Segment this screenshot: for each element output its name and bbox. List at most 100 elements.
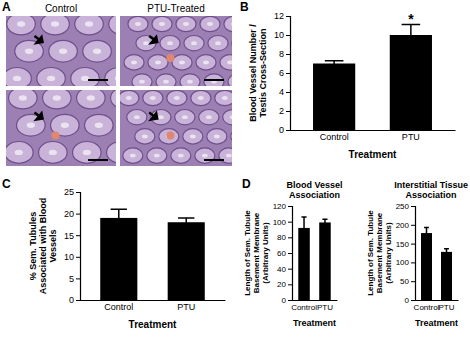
tick-label: 100: [273, 218, 287, 227]
tubule: [172, 55, 192, 70]
tick-label: 15: [64, 231, 74, 241]
tick-mark: [76, 192, 80, 193]
lumen: [53, 95, 61, 100]
tick: PTU: [317, 300, 333, 312]
tubule: [123, 148, 143, 163]
tick-label: 8: [279, 49, 284, 59]
tick: 80: [277, 233, 292, 242]
tubule: [124, 55, 144, 70]
lumen: [59, 48, 67, 53]
tick-mark: [286, 111, 290, 112]
lumen: [174, 96, 180, 100]
figure: AControlPTU-TreatedB024681012ControlPTUT…: [0, 0, 470, 347]
y-axis-title-group: Length of Sem. TubuleBasement Membrane(A…: [366, 210, 393, 296]
error-stem: [410, 25, 412, 46]
scale-bar: [88, 159, 108, 161]
tick: 10: [274, 30, 290, 40]
tubule: [75, 16, 104, 35]
lumen: [87, 95, 95, 100]
lumen: [231, 22, 232, 26]
axis-line: [291, 130, 456, 131]
tick-mark: [286, 92, 290, 93]
image-label: PTU-Treated: [147, 3, 204, 14]
tubule: [77, 90, 106, 109]
axis-line: [76, 193, 81, 301]
error-cap: [424, 227, 429, 229]
micrograph: [119, 90, 259, 182]
lumen: [93, 48, 101, 53]
tick-label: Control: [414, 303, 440, 312]
scale-bar: [204, 79, 224, 81]
tick-label: 250: [396, 202, 410, 211]
lumen: [81, 76, 89, 81]
lumen: [13, 76, 21, 81]
panel-letter: C: [2, 177, 11, 191]
tubule: [159, 129, 179, 144]
tick-mark: [411, 300, 415, 301]
x-axis-title: Treatment: [349, 149, 397, 160]
tick: 120: [273, 202, 292, 211]
bar: [168, 222, 205, 300]
error-bar: [325, 61, 344, 67]
lumen: [159, 22, 165, 26]
tick: 100: [273, 218, 292, 227]
tubule: [176, 16, 196, 31]
title-group: Blood VesselAssociation: [286, 180, 342, 200]
error-cap: [111, 209, 127, 211]
lumen: [158, 115, 164, 119]
panel-letter: A: [2, 0, 11, 14]
tick-label: 20: [277, 280, 286, 289]
lumen: [135, 22, 141, 26]
lumen: [150, 96, 156, 100]
chart-title: Interstitial TissueAssociation: [394, 180, 468, 200]
y-axis: 0510152025: [64, 187, 81, 305]
tick-label: 120: [273, 202, 287, 211]
lumen: [214, 134, 220, 138]
tick: 150: [396, 240, 415, 249]
tick-label: PTU: [439, 303, 455, 312]
tubule: [71, 68, 100, 86]
lumen: [115, 76, 116, 81]
lumen: [126, 96, 132, 100]
tubule: [175, 110, 195, 125]
error-bar: [444, 249, 449, 255]
tick-label: Control: [320, 132, 349, 142]
tubule: [208, 36, 228, 51]
arrow: [149, 36, 157, 43]
error-stem: [446, 249, 448, 255]
error-cap: [325, 60, 344, 62]
lumen: [134, 115, 140, 119]
x-axis-title: Treatment: [129, 319, 177, 330]
tick: 2: [279, 106, 290, 116]
annotation: *: [408, 11, 414, 27]
error-bar: [302, 217, 307, 239]
tick-mark: [288, 269, 292, 270]
tubule: [223, 110, 232, 125]
lumen: [230, 115, 232, 119]
error-stem: [185, 218, 187, 227]
lumen: [203, 60, 209, 64]
tubule: [204, 74, 224, 86]
y-axis: 050100150200250: [396, 202, 416, 305]
tick-label: PTU: [177, 302, 195, 312]
error-stem: [118, 209, 120, 226]
plot-marks: [100, 209, 205, 300]
lumen: [139, 80, 145, 84]
tubule: [6, 142, 33, 164]
arrow: [35, 36, 43, 43]
panel-a: AControlPTU-Treated: [2, 0, 260, 190]
tubule: [200, 16, 220, 31]
tick-label: Control: [104, 302, 133, 312]
lumen: [183, 22, 189, 26]
scale-bar: [204, 159, 224, 161]
lumen: [25, 48, 33, 53]
tubule: [228, 74, 232, 86]
tick-label: 0: [279, 125, 284, 135]
tick: 0: [69, 295, 80, 305]
tubule: [49, 40, 78, 62]
tubule: [196, 55, 216, 70]
tubule: [111, 90, 116, 109]
y-axis-title: Length of Sem. TubuleBasement Membrane(A…: [366, 210, 393, 296]
scale-bar: [88, 79, 108, 81]
tick: 250: [396, 202, 415, 211]
